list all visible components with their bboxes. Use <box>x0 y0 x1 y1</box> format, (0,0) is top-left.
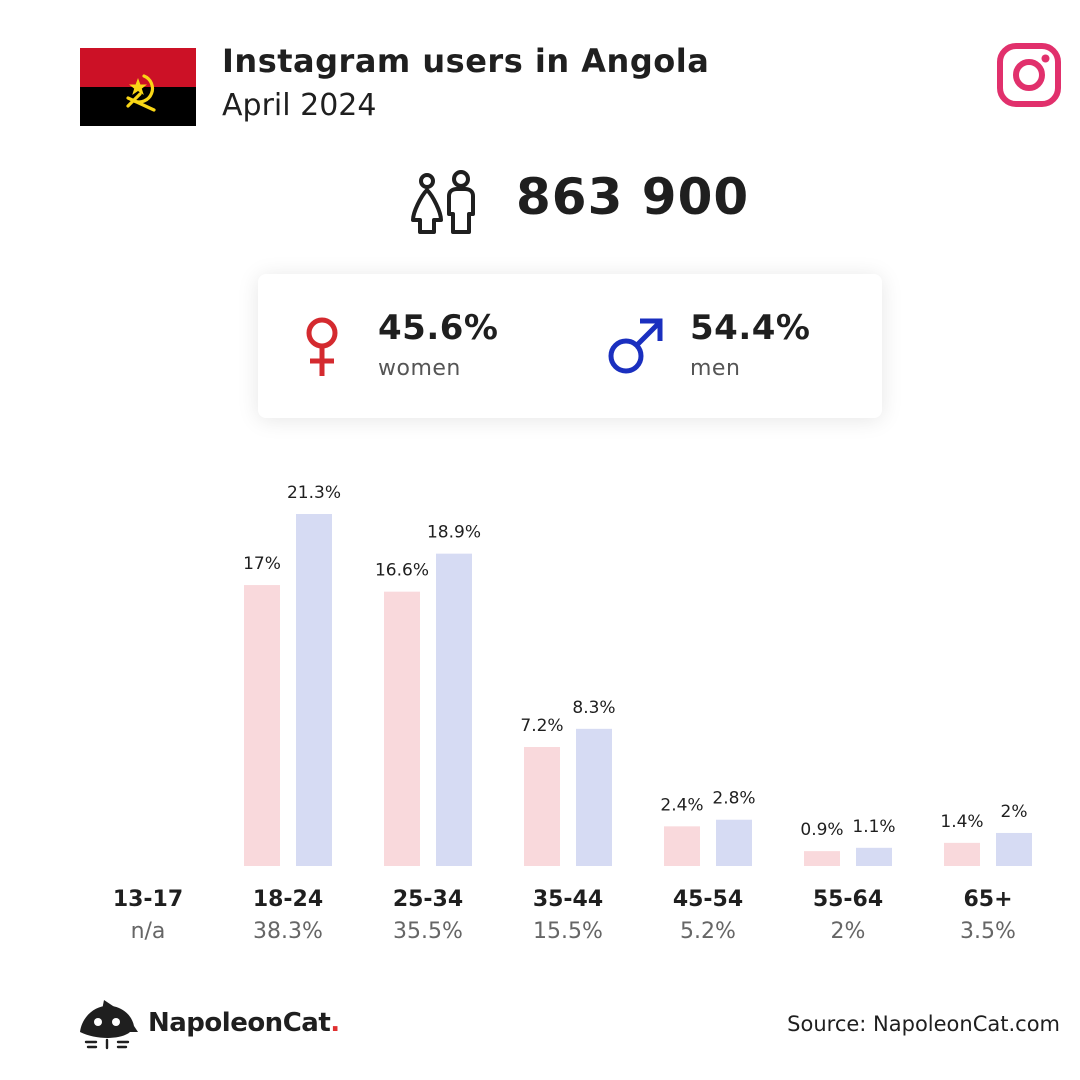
bar-men-18-24 <box>296 514 332 866</box>
data-label-women-18-24: 17% <box>243 554 281 574</box>
instagram-icon <box>997 43 1061 107</box>
category-total-65+: 3.5% <box>960 919 1016 944</box>
bar-men-25-34 <box>436 553 472 866</box>
category-label-35-44: 35-44 <box>533 887 603 912</box>
data-label-men-65+: 2% <box>1001 802 1028 822</box>
bar-women-35-44 <box>524 747 560 866</box>
brand-name-text: NapoleonCat <box>148 1008 331 1038</box>
bar-women-18-24 <box>244 585 280 866</box>
category-total-25-34: 35.5% <box>393 919 463 944</box>
data-label-men-18-24: 21.3% <box>287 483 341 503</box>
bar-women-45-54 <box>664 826 700 866</box>
data-label-women-65+: 1.4% <box>940 812 983 832</box>
data-label-men-25-34: 18.9% <box>427 523 481 543</box>
category-label-45-54: 45-54 <box>673 887 743 912</box>
users-icon <box>411 170 475 234</box>
bar-women-25-34 <box>384 591 420 866</box>
women-percentage: 45.6% <box>378 308 499 348</box>
category-total-55-64: 2% <box>831 919 866 944</box>
men-percentage: 54.4% <box>690 308 811 348</box>
bar-women-55-64 <box>804 851 840 866</box>
category-label-55-64: 55-64 <box>813 887 883 912</box>
data-label-women-45-54: 2.4% <box>660 795 703 815</box>
bar-women-65+ <box>944 842 980 866</box>
bar-men-45-54 <box>716 819 752 866</box>
category-total-35-44: 15.5% <box>533 919 603 944</box>
page-title: Instagram users in Angola <box>222 42 710 80</box>
category-label-65+: 65+ <box>963 887 1012 912</box>
category-label-25-34: 25-34 <box>393 887 463 912</box>
bar-men-35-44 <box>576 728 612 866</box>
data-label-women-25-34: 16.6% <box>375 561 429 581</box>
data-label-men-45-54: 2.8% <box>712 789 755 809</box>
brand-name: NapoleonCat. <box>148 1008 340 1038</box>
category-total-13-17: n/a <box>131 919 166 944</box>
napoleoncat-logo-icon <box>80 1000 138 1050</box>
page-subtitle: April 2024 <box>222 88 377 123</box>
data-label-men-55-64: 1.1% <box>852 817 895 837</box>
total-users-count: 863 900 <box>516 168 750 226</box>
data-label-women-55-64: 0.9% <box>800 820 843 840</box>
source-credit: Source: NapoleonCat.com <box>787 1012 1060 1036</box>
data-label-women-35-44: 7.2% <box>520 716 563 736</box>
female-symbol-icon <box>306 317 338 376</box>
category-label-18-24: 18-24 <box>253 887 323 912</box>
women-label: women <box>378 356 461 381</box>
data-label-men-35-44: 8.3% <box>572 698 615 718</box>
gender-split-card: 45.6% women 54.4% men <box>258 274 882 418</box>
men-label: men <box>690 356 741 381</box>
category-total-18-24: 38.3% <box>253 919 323 944</box>
category-total-45-54: 5.2% <box>680 919 736 944</box>
category-label-13-17: 13-17 <box>113 887 183 912</box>
brand-dot: . <box>330 1008 340 1038</box>
male-symbol-icon <box>608 318 663 374</box>
bar-men-65+ <box>996 832 1032 866</box>
bar-men-55-64 <box>856 847 892 866</box>
angola-flag-icon <box>80 48 196 126</box>
